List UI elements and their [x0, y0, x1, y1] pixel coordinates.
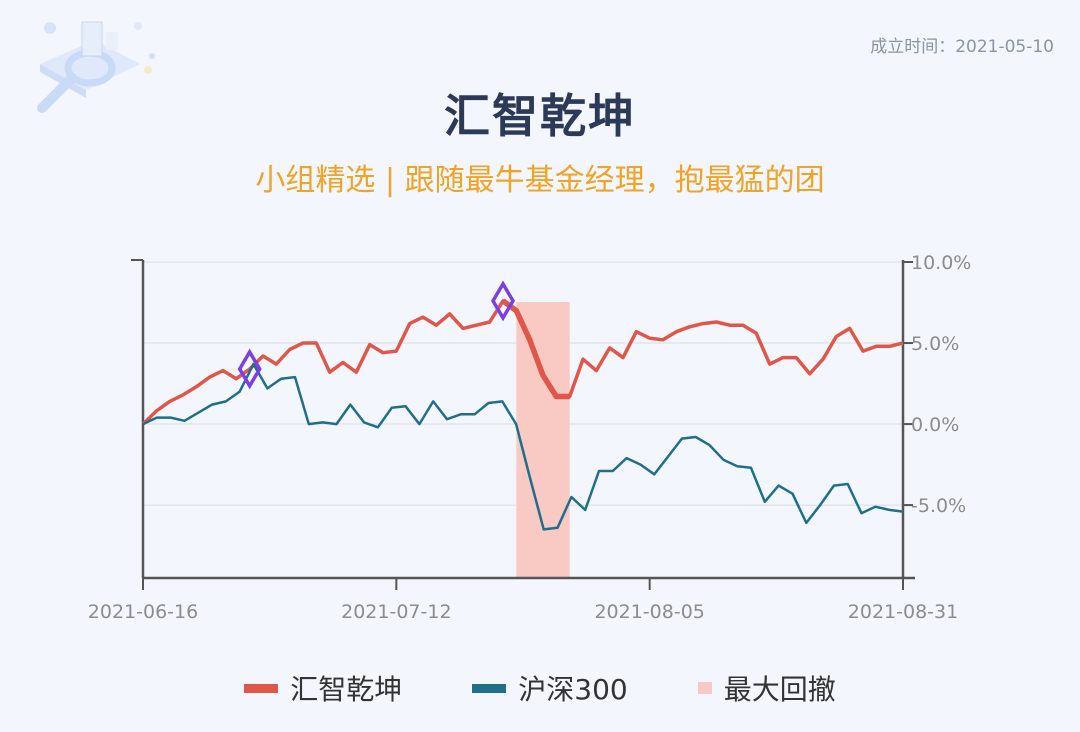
x-tick-label: 2021-08-31 — [848, 601, 958, 623]
performance-chart: 10.0% 5.0% 0.0% -5.0% 2021-06-16 2021-07-12 20… — [88, 252, 972, 623]
magnifier-illustration-icon — [37, 21, 155, 113]
legend-label-fund: 汇智乾坤 — [290, 673, 403, 706]
diamond-marker — [490, 280, 516, 322]
x-tick-label: 2021-06-16 — [88, 601, 198, 623]
drawdown-highlight-line — [501, 298, 570, 400]
page-subtitle: 小组精选 | 跟随最牛基金经理，抱最猛的团 — [255, 163, 825, 198]
max-drawdown-band — [516, 302, 570, 578]
y-tick-label: -5.0% — [911, 495, 966, 517]
y-tick-label: 5.0% — [911, 333, 959, 355]
x-tick-label: 2021-07-12 — [341, 601, 451, 623]
y-tick-label: 10.0% — [911, 252, 971, 274]
chart-legend: 汇智乾坤 沪深300 最大回撤 — [0, 668, 1080, 708]
legend-label-index: 沪深300 — [518, 673, 628, 706]
index-series-line — [142, 362, 904, 531]
legend-item-fund: 汇智乾坤 — [244, 668, 402, 708]
legend-label-drawdown: 最大回撤 — [723, 673, 836, 706]
legend-swatch-drawdown — [697, 682, 712, 694]
legend-item-drawdown: 最大回撤 — [697, 668, 836, 708]
diamond-marker — [237, 348, 262, 390]
page-title: 汇智乾坤 — [444, 89, 636, 143]
x-tick-label: 2021-08-05 — [594, 601, 704, 623]
founded-date: 成立时间：2021-05-10 — [870, 37, 1054, 57]
legend-item-index: 沪深300 — [472, 668, 628, 708]
y-tick-label: 0.0% — [911, 414, 959, 436]
legend-swatch-fund — [244, 683, 279, 693]
legend-swatch-index — [472, 683, 507, 693]
